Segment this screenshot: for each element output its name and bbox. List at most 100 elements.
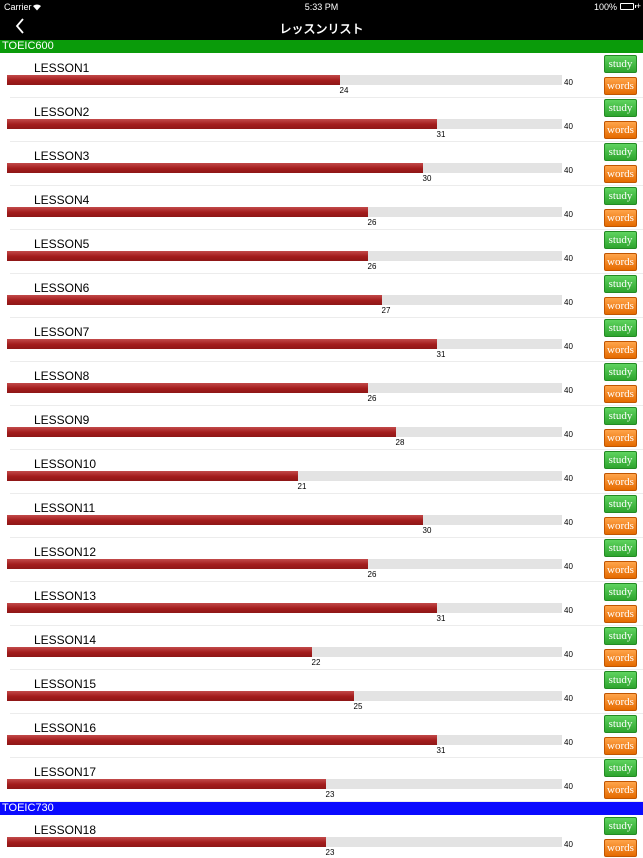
lesson-row[interactable]: LESSON8 26 40 study words: [0, 362, 643, 406]
study-button[interactable]: study: [604, 363, 637, 381]
score-label: 25: [353, 702, 363, 711]
progress-fill: [7, 691, 354, 701]
progress-track: [7, 75, 562, 85]
score-label: 23: [325, 790, 335, 799]
lesson-row[interactable]: LESSON1 24 40 study words: [0, 54, 643, 98]
study-button[interactable]: study: [604, 407, 637, 425]
progress-track: [7, 251, 562, 261]
words-button[interactable]: words: [604, 737, 637, 755]
study-button[interactable]: study: [604, 627, 637, 645]
words-button[interactable]: words: [604, 605, 637, 623]
words-button[interactable]: words: [604, 341, 637, 359]
progress-track: [7, 779, 562, 789]
words-button[interactable]: words: [604, 649, 637, 667]
study-button[interactable]: study: [604, 759, 637, 777]
words-button[interactable]: words: [604, 385, 637, 403]
lesson-row[interactable]: LESSON10 21 40 study words: [0, 450, 643, 494]
words-button[interactable]: words: [604, 253, 637, 271]
study-button[interactable]: study: [604, 99, 637, 117]
progress-track: [7, 427, 562, 437]
row-divider: [10, 581, 643, 582]
lesson-row[interactable]: LESSON5 26 40 study words: [0, 230, 643, 274]
lesson-name: LESSON1: [34, 61, 90, 75]
study-button[interactable]: study: [604, 187, 637, 205]
progress-fill: [7, 647, 312, 657]
row-divider: [10, 141, 643, 142]
lesson-name: LESSON14: [34, 633, 97, 647]
total-label: 40: [564, 738, 573, 747]
study-button[interactable]: study: [604, 451, 637, 469]
lesson-name: LESSON18: [34, 823, 97, 837]
lesson-row[interactable]: LESSON4 26 40 study words: [0, 186, 643, 230]
words-button[interactable]: words: [604, 473, 637, 491]
progress-fill: [7, 515, 423, 525]
study-button[interactable]: study: [604, 275, 637, 293]
study-button[interactable]: study: [604, 539, 637, 557]
progress-fill: [7, 779, 326, 789]
row-divider: [10, 713, 643, 714]
lesson-row[interactable]: LESSON6 27 40 study words: [0, 274, 643, 318]
words-button[interactable]: words: [604, 429, 637, 447]
row-divider: [10, 801, 643, 802]
score-label: 23: [325, 848, 335, 857]
words-button[interactable]: words: [604, 165, 637, 183]
row-divider: [10, 669, 643, 670]
total-label: 40: [564, 650, 573, 659]
words-button[interactable]: words: [604, 209, 637, 227]
lesson-row[interactable]: LESSON18 23 40 study words: [0, 816, 643, 858]
words-button[interactable]: words: [604, 561, 637, 579]
score-label: 31: [436, 130, 446, 139]
study-button[interactable]: study: [604, 319, 637, 337]
words-button[interactable]: words: [604, 517, 637, 535]
total-label: 40: [564, 840, 573, 849]
progress-fill: [7, 251, 368, 261]
progress-track: [7, 163, 562, 173]
lesson-name: LESSON12: [34, 545, 97, 559]
lesson-row[interactable]: LESSON14 22 40 study words: [0, 626, 643, 670]
lesson-row[interactable]: LESSON2 31 40 study words: [0, 98, 643, 142]
lesson-name: LESSON9: [34, 413, 90, 427]
words-button[interactable]: words: [604, 839, 637, 857]
lesson-name: LESSON7: [34, 325, 90, 339]
study-button[interactable]: study: [604, 583, 637, 601]
lesson-row[interactable]: LESSON9 28 40 study words: [0, 406, 643, 450]
study-button[interactable]: study: [604, 715, 637, 733]
total-label: 40: [564, 430, 573, 439]
words-button[interactable]: words: [604, 693, 637, 711]
lesson-name: LESSON11: [34, 501, 96, 515]
score-label: 28: [395, 438, 405, 447]
page-title: レッスンリスト: [279, 22, 364, 36]
lesson-row[interactable]: LESSON3 30 40 study words: [0, 142, 643, 186]
progress-track: [7, 647, 562, 657]
total-label: 40: [564, 78, 573, 87]
progress-track: [7, 119, 562, 129]
words-button[interactable]: words: [604, 297, 637, 315]
words-button[interactable]: words: [604, 781, 637, 799]
words-button[interactable]: words: [604, 121, 637, 139]
total-label: 40: [564, 166, 573, 175]
study-button[interactable]: study: [604, 231, 637, 249]
words-button[interactable]: words: [604, 77, 637, 95]
study-button[interactable]: study: [604, 55, 637, 73]
score-label: 24: [339, 86, 349, 95]
lesson-row[interactable]: LESSON17 23 40 study words: [0, 758, 643, 802]
lesson-row[interactable]: LESSON15 25 40 study words: [0, 670, 643, 714]
lesson-row[interactable]: LESSON7 31 40 study words: [0, 318, 643, 362]
study-button[interactable]: study: [604, 817, 637, 835]
lesson-row[interactable]: LESSON16 31 40 study words: [0, 714, 643, 758]
study-button[interactable]: study: [604, 143, 637, 161]
total-label: 40: [564, 562, 573, 571]
lesson-name: LESSON15: [34, 677, 97, 691]
row-divider: [10, 449, 643, 450]
chevron-left-icon[interactable]: [10, 14, 36, 40]
progress-fill: [7, 339, 437, 349]
study-button[interactable]: study: [604, 495, 637, 513]
lesson-row[interactable]: LESSON13 31 40 study words: [0, 582, 643, 626]
score-label: 26: [367, 218, 377, 227]
total-label: 40: [564, 122, 573, 131]
total-label: 40: [564, 782, 573, 791]
lesson-row[interactable]: LESSON12 26 40 study words: [0, 538, 643, 582]
lesson-row[interactable]: LESSON11 30 40 study words: [0, 494, 643, 538]
study-button[interactable]: study: [604, 671, 637, 689]
row-divider: [10, 361, 643, 362]
